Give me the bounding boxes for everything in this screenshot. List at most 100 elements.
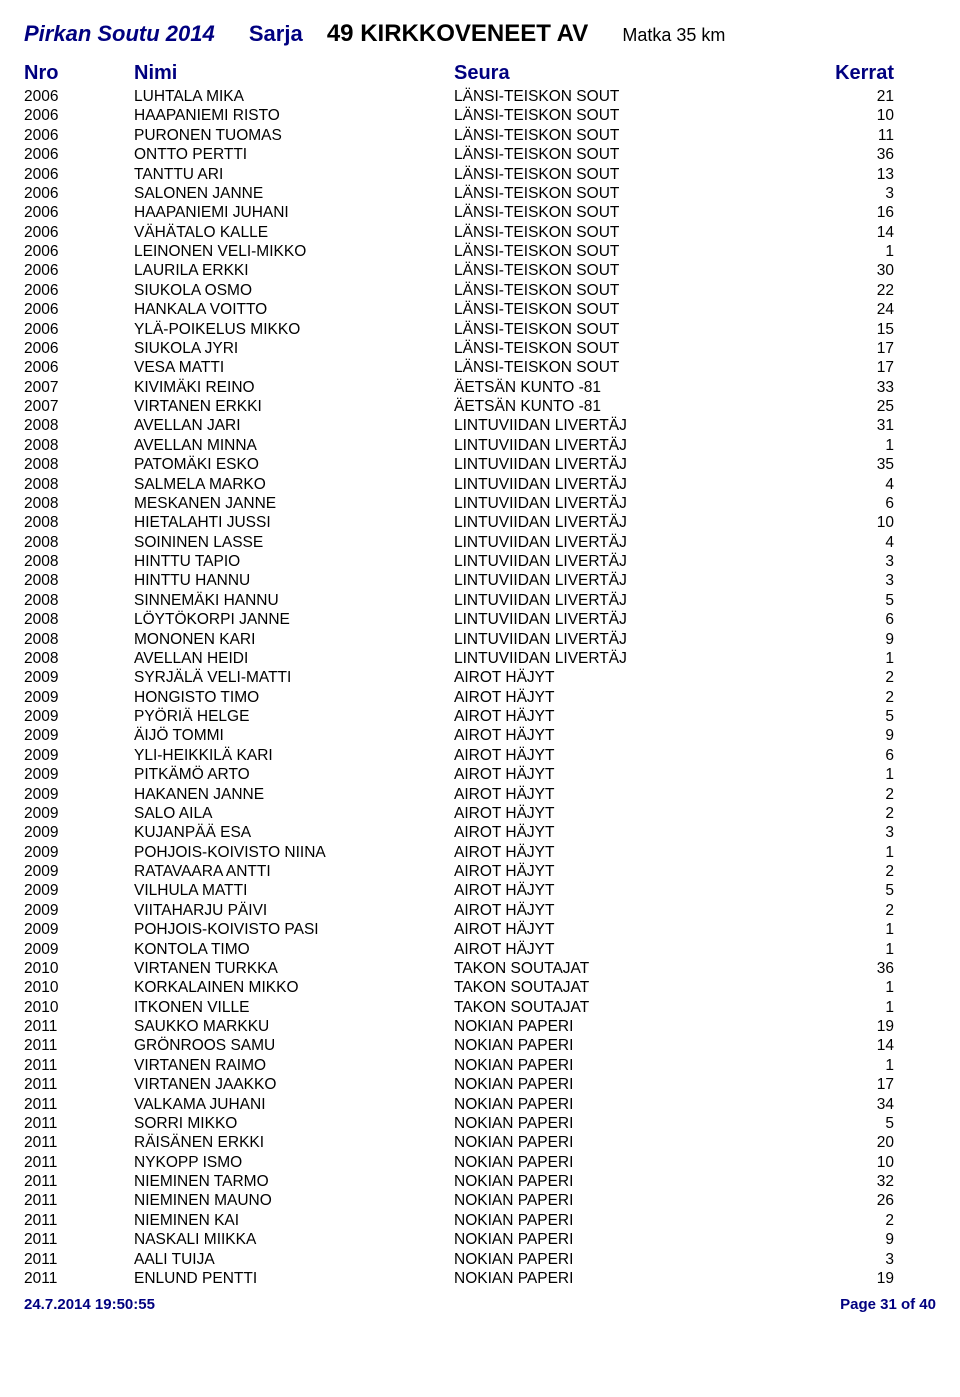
table-row: 2011VIRTANEN RAIMONOKIAN PAPERI1 xyxy=(24,1056,936,1075)
table-row: 2011RÄISÄNEN ERKKINOKIAN PAPERI20 xyxy=(24,1133,936,1152)
cell-seura: AIROT HÄJYT xyxy=(454,823,794,842)
cell-nro: 2011 xyxy=(24,1153,134,1172)
cell-nimi: RATAVAARA ANTTI xyxy=(134,862,454,881)
cell-kerrat: 31 xyxy=(794,416,894,435)
cell-nro: 2008 xyxy=(24,610,134,629)
cell-nimi: SALONEN JANNE xyxy=(134,184,454,203)
cell-seura: AIROT HÄJYT xyxy=(454,881,794,900)
cell-nimi: SORRI MIKKO xyxy=(134,1114,454,1133)
table-row: 2009SYRJÄLÄ VELI-MATTIAIROT HÄJYT2 xyxy=(24,668,936,687)
cell-kerrat: 22 xyxy=(794,281,894,300)
cell-kerrat: 5 xyxy=(794,591,894,610)
table-row: 2010KORKALAINEN MIKKOTAKON SOUTAJAT1 xyxy=(24,978,936,997)
cell-seura: LINTUVIIDAN LIVERTÄJ xyxy=(454,571,794,590)
cell-nimi: AVELLAN JARI xyxy=(134,416,454,435)
cell-nimi: YLÄ-POIKELUS MIKKO xyxy=(134,320,454,339)
table-row: 2006LUHTALA MIKALÄNSI-TEISKON SOUT21 xyxy=(24,87,936,106)
cell-nro: 2009 xyxy=(24,920,134,939)
cell-seura: NOKIAN PAPERI xyxy=(454,1075,794,1094)
table-row: 2006YLÄ-POIKELUS MIKKOLÄNSI-TEISKON SOUT… xyxy=(24,320,936,339)
cell-nro: 2006 xyxy=(24,300,134,319)
cell-seura: AIROT HÄJYT xyxy=(454,843,794,862)
cell-nimi: ITKONEN VILLE xyxy=(134,998,454,1017)
cell-kerrat: 9 xyxy=(794,726,894,745)
cell-kerrat: 1 xyxy=(794,978,894,997)
cell-seura: LÄNSI-TEISKON SOUT xyxy=(454,126,794,145)
cell-nro: 2011 xyxy=(24,1269,134,1288)
cell-nro: 2011 xyxy=(24,1133,134,1152)
cell-nro: 2011 xyxy=(24,1075,134,1094)
table-row: 2008AVELLAN HEIDILINTUVIIDAN LIVERTÄJ1 xyxy=(24,649,936,668)
cell-nro: 2006 xyxy=(24,145,134,164)
cell-nro: 2009 xyxy=(24,746,134,765)
cell-nro: 2008 xyxy=(24,494,134,513)
table-row: 2011NASKALI MIIKKANOKIAN PAPERI9 xyxy=(24,1230,936,1249)
cell-nro: 2011 xyxy=(24,1230,134,1249)
table-row: 2009POHJOIS-KOIVISTO NIINAAIROT HÄJYT1 xyxy=(24,843,936,862)
cell-seura: NOKIAN PAPERI xyxy=(454,1211,794,1230)
matka-value: Matka 35 km xyxy=(622,25,725,45)
table-row: 2011NIEMINEN MAUNONOKIAN PAPERI26 xyxy=(24,1191,936,1210)
table-row: 2008SALMELA MARKOLINTUVIIDAN LIVERTÄJ4 xyxy=(24,475,936,494)
table-row: 2006SIUKOLA OSMOLÄNSI-TEISKON SOUT22 xyxy=(24,281,936,300)
table-row: 2008AVELLAN MINNALINTUVIIDAN LIVERTÄJ1 xyxy=(24,436,936,455)
cell-nimi: ONTTO PERTTI xyxy=(134,145,454,164)
cell-nimi: VIRTANEN RAIMO xyxy=(134,1056,454,1075)
cell-kerrat: 20 xyxy=(794,1133,894,1152)
cell-kerrat: 5 xyxy=(794,1114,894,1133)
cell-nimi: SALMELA MARKO xyxy=(134,475,454,494)
cell-nro: 2008 xyxy=(24,552,134,571)
cell-nimi: PYÖRIÄ HELGE xyxy=(134,707,454,726)
cell-seura: AIROT HÄJYT xyxy=(454,862,794,881)
cell-seura: LÄNSI-TEISKON SOUT xyxy=(454,358,794,377)
table-row: 2011NIEMINEN KAINOKIAN PAPERI2 xyxy=(24,1211,936,1230)
cell-nimi: VIRTANEN JAAKKO xyxy=(134,1075,454,1094)
cell-seura: AIROT HÄJYT xyxy=(454,920,794,939)
cell-seura: LINTUVIIDAN LIVERTÄJ xyxy=(454,436,794,455)
table-row: 2008LÖYTÖKORPI JANNELINTUVIIDAN LIVERTÄJ… xyxy=(24,610,936,629)
cell-nro: 2009 xyxy=(24,765,134,784)
table-row: 2010VIRTANEN TURKKATAKON SOUTAJAT36 xyxy=(24,959,936,978)
cell-seura: LINTUVIIDAN LIVERTÄJ xyxy=(454,591,794,610)
cell-nimi: VALKAMA JUHANI xyxy=(134,1095,454,1114)
cell-kerrat: 1 xyxy=(794,649,894,668)
cell-nro: 2008 xyxy=(24,649,134,668)
cell-nimi: HAKANEN JANNE xyxy=(134,785,454,804)
cell-nimi: AVELLAN HEIDI xyxy=(134,649,454,668)
cell-kerrat: 2 xyxy=(794,785,894,804)
col-header-nimi: Nimi xyxy=(134,62,454,85)
cell-seura: LINTUVIIDAN LIVERTÄJ xyxy=(454,649,794,668)
cell-kerrat: 21 xyxy=(794,87,894,106)
cell-kerrat: 1 xyxy=(794,920,894,939)
table-row: 2009PITKÄMÖ ARTOAIROT HÄJYT1 xyxy=(24,765,936,784)
col-header-kerrat: Kerrat xyxy=(794,62,894,85)
cell-seura: NOKIAN PAPERI xyxy=(454,1056,794,1075)
cell-seura: LINTUVIIDAN LIVERTÄJ xyxy=(454,494,794,513)
footer-page: Page 31 of 40 xyxy=(840,1296,936,1313)
cell-seura: LÄNSI-TEISKON SOUT xyxy=(454,242,794,261)
cell-kerrat: 10 xyxy=(794,1153,894,1172)
table-row: 2006PURONEN TUOMASLÄNSI-TEISKON SOUT11 xyxy=(24,126,936,145)
cell-nro: 2009 xyxy=(24,688,134,707)
cell-seura: LINTUVIIDAN LIVERTÄJ xyxy=(454,513,794,532)
cell-kerrat: 30 xyxy=(794,261,894,280)
cell-nimi: ENLUND PENTTI xyxy=(134,1269,454,1288)
cell-nimi: SOININEN LASSE xyxy=(134,533,454,552)
cell-kerrat: 6 xyxy=(794,610,894,629)
cell-seura: AIROT HÄJYT xyxy=(454,901,794,920)
cell-seura: AIROT HÄJYT xyxy=(454,746,794,765)
cell-nimi: HONGISTO TIMO xyxy=(134,688,454,707)
cell-kerrat: 10 xyxy=(794,106,894,125)
cell-kerrat: 19 xyxy=(794,1269,894,1288)
table-row: 2011SAUKKO MARKKUNOKIAN PAPERI19 xyxy=(24,1017,936,1036)
table-row: 2006SIUKOLA JYRILÄNSI-TEISKON SOUT17 xyxy=(24,339,936,358)
table-row: 2006VESA MATTILÄNSI-TEISKON SOUT17 xyxy=(24,358,936,377)
cell-seura: LINTUVIIDAN LIVERTÄJ xyxy=(454,475,794,494)
cell-seura: LÄNSI-TEISKON SOUT xyxy=(454,300,794,319)
cell-kerrat: 1 xyxy=(794,436,894,455)
cell-nimi: VILHULA MATTI xyxy=(134,881,454,900)
cell-kerrat: 5 xyxy=(794,881,894,900)
cell-nimi: NASKALI MIIKKA xyxy=(134,1230,454,1249)
cell-nro: 2007 xyxy=(24,378,134,397)
cell-nimi: VIRTANEN ERKKI xyxy=(134,397,454,416)
